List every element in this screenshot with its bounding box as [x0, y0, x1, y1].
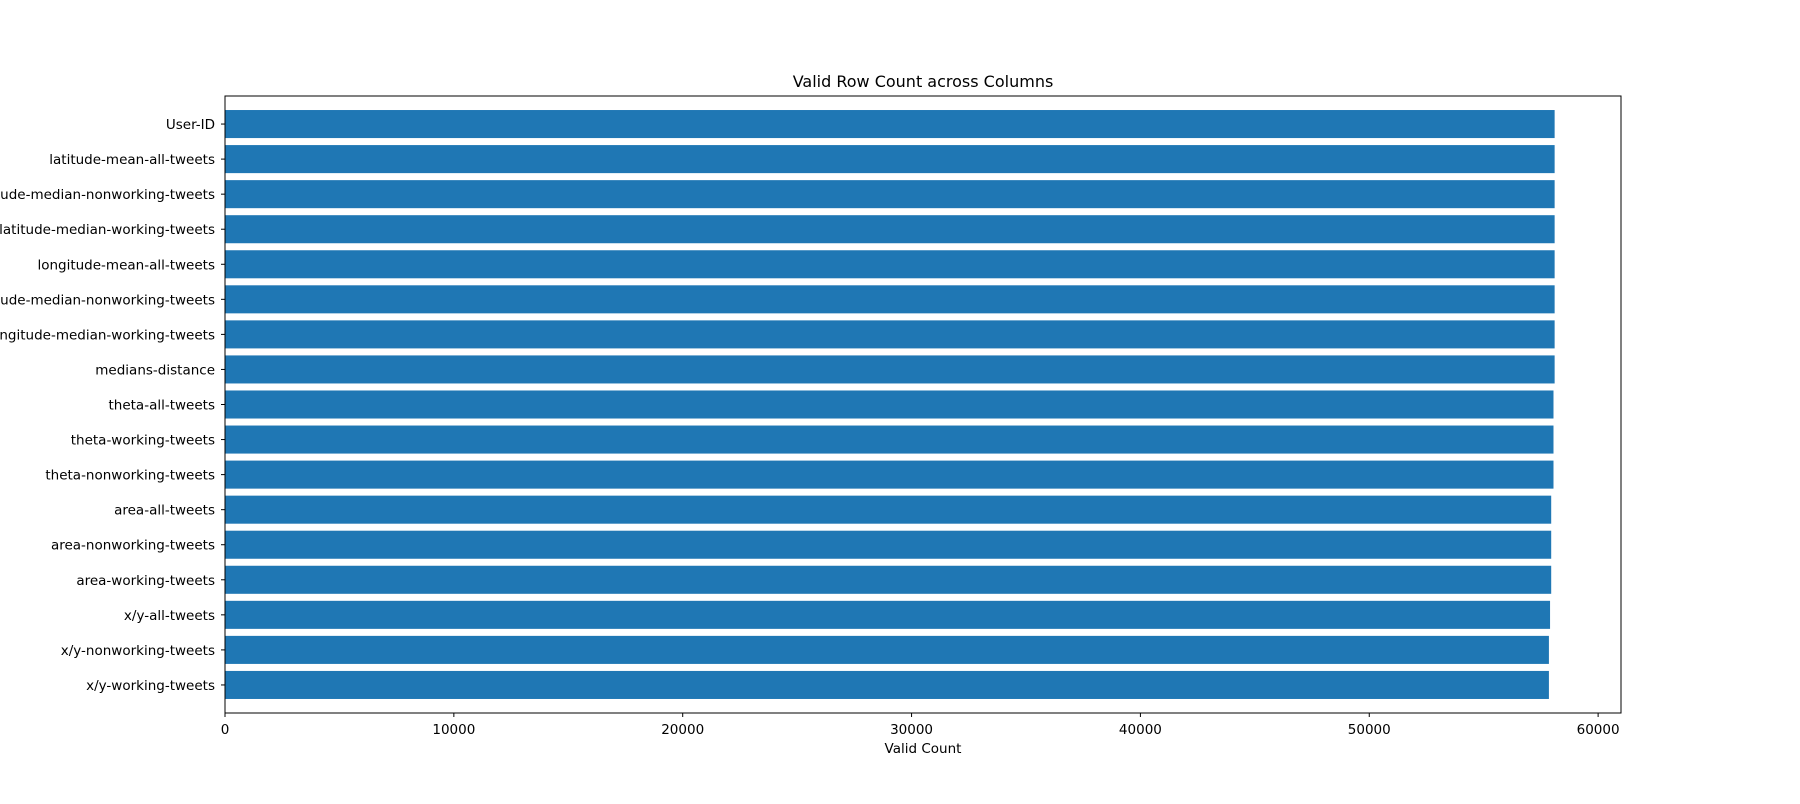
- bar: [225, 460, 1554, 489]
- plot-frame: [224, 95, 1622, 714]
- x-tick-label: 40000: [1119, 722, 1162, 738]
- bars-layer: [225, 110, 1555, 699]
- bar: [225, 670, 1549, 699]
- bar: [225, 425, 1554, 454]
- y-tick-label: theta-nonworking-tweets: [45, 468, 215, 484]
- bar: [225, 530, 1552, 559]
- bar: [225, 600, 1551, 629]
- y-tick-label: x/y-all-tweets: [124, 608, 215, 624]
- y-tick-label: theta-all-tweets: [108, 398, 215, 414]
- bar: [225, 320, 1555, 349]
- bar: [225, 390, 1554, 419]
- y-tick-label: x/y-nonworking-tweets: [61, 643, 215, 659]
- x-axis-ticks: 0 10000 20000 30000 40000 50000 60000: [221, 713, 1620, 738]
- bar: [225, 180, 1555, 209]
- y-tick-label: latitude-median-nonworking-tweets: [0, 187, 215, 203]
- y-tick-label: latitude-median-working-tweets: [0, 222, 215, 238]
- y-tick-label: x/y-working-tweets: [86, 678, 215, 694]
- x-tick-label: 10000: [432, 722, 475, 738]
- y-tick-label: area-working-tweets: [76, 573, 215, 589]
- bar: [225, 495, 1552, 524]
- y-tick-label: longitude-mean-all-tweets: [37, 257, 215, 273]
- x-tick-label: 0: [221, 722, 230, 738]
- y-tick-label: theta-working-tweets: [71, 433, 215, 449]
- bar: [225, 635, 1549, 664]
- bar: [225, 250, 1555, 279]
- y-axis-ticks: User-ID latitude-mean-all-tweets latitude-…: [0, 117, 225, 694]
- bar: [225, 110, 1555, 139]
- x-tick-label: 20000: [661, 722, 704, 738]
- bar: [225, 285, 1555, 314]
- bar: [225, 355, 1555, 384]
- y-tick-label: User-ID: [166, 117, 215, 133]
- x-tick-label: 60000: [1577, 722, 1620, 738]
- x-axis-label: Valid Count: [885, 741, 962, 757]
- y-tick-label: area-all-tweets: [114, 503, 215, 519]
- x-tick-label: 30000: [890, 722, 933, 738]
- x-tick-label: 50000: [1348, 722, 1391, 738]
- y-tick-label: longitude-median-working-tweets: [0, 327, 215, 343]
- y-tick-label: longitude-median-nonworking-tweets: [0, 292, 215, 308]
- bar: [225, 565, 1552, 594]
- bar: [225, 215, 1555, 244]
- y-tick-label: medians-distance: [95, 362, 215, 378]
- y-tick-label: latitude-mean-all-tweets: [49, 152, 215, 168]
- y-tick-label: area-nonworking-tweets: [51, 538, 215, 554]
- chart-title: Valid Row Count across Columns: [793, 72, 1054, 91]
- bar: [225, 145, 1555, 174]
